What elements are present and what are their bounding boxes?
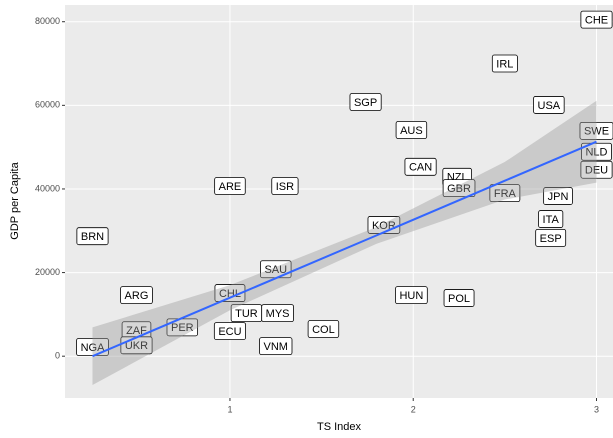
label-text: USA — [538, 100, 561, 112]
label-text: BRN — [81, 231, 104, 243]
label-box — [76, 227, 109, 246]
point-label: COL — [307, 320, 340, 338]
label-text: ISR — [276, 181, 294, 193]
label-box — [404, 157, 437, 176]
x-tick-label: 1 — [227, 404, 232, 414]
label-text: ECU — [218, 326, 241, 338]
label-text: COL — [312, 324, 335, 336]
point-label: ECU — [213, 322, 246, 341]
label-text: TUR — [235, 308, 258, 320]
point-label: HUN — [395, 286, 428, 305]
confidence-band — [92, 100, 597, 386]
label-text: SWE — [584, 126, 609, 138]
y-tick-label: 80000 — [35, 16, 60, 26]
point-label: NGA — [76, 338, 109, 356]
label-text: ITA — [543, 214, 560, 226]
label-box — [395, 121, 428, 139]
y-tick-label: 60000 — [35, 100, 60, 110]
label-box — [214, 284, 246, 302]
point-label: FRA — [489, 184, 521, 203]
label-text: CAN — [409, 162, 432, 174]
label-text: DEU — [585, 165, 608, 177]
point-label: ARG — [120, 286, 153, 305]
y-tick-label: 40000 — [35, 183, 60, 193]
label-box — [120, 286, 153, 305]
axes: 0 20000 40000 60000 80000 1 2 3 — [35, 16, 599, 414]
point-label: CAN — [404, 157, 437, 176]
label-text: SAU — [264, 264, 287, 276]
point-label: AUS — [395, 121, 428, 139]
point-label: MYS — [261, 304, 294, 323]
label-box — [533, 96, 565, 114]
point-label: ARE — [214, 177, 246, 195]
label-box — [579, 121, 613, 140]
label-text: UKR — [125, 340, 148, 352]
label-text: SGP — [354, 97, 377, 109]
point-label: DEU — [580, 160, 613, 179]
label-box — [261, 304, 294, 323]
point-label: CHL — [214, 284, 246, 302]
label-text: CHE — [585, 15, 608, 27]
label-text: NGA — [81, 342, 106, 354]
label-text: HUN — [399, 290, 423, 302]
label-box — [307, 320, 340, 338]
x-tick-label: 2 — [411, 404, 416, 414]
fit-line — [92, 140, 597, 358]
label-text: JPN — [548, 191, 569, 203]
x-axis-title: TS Index — [317, 421, 362, 433]
label-box — [580, 10, 613, 29]
point-label: ESP — [535, 228, 567, 247]
label-box — [214, 177, 246, 195]
label-box — [491, 54, 518, 73]
point-label: ITA — [538, 210, 564, 228]
label-text: MYS — [266, 308, 290, 320]
label-box — [259, 337, 293, 356]
y-axis-title: GDP per Capita — [9, 161, 21, 239]
point-label: NLD — [581, 142, 612, 161]
label-text: IRL — [496, 58, 513, 70]
point-label: CHE — [580, 10, 613, 29]
label-box — [213, 322, 246, 341]
label-text: VNM — [264, 341, 288, 353]
grid — [65, 5, 613, 398]
point-label: VNM — [259, 337, 293, 356]
label-box — [535, 228, 567, 247]
point-label: BRN — [76, 227, 109, 246]
label-box — [543, 187, 573, 205]
point-label: POL — [443, 289, 475, 307]
point-label: ISR — [271, 177, 299, 195]
point-label: SAU — [260, 260, 292, 279]
label-text: CHL — [219, 288, 241, 300]
label-text: GBR — [447, 183, 471, 195]
y-tick-label: 0 — [55, 351, 60, 361]
point-label: SWE — [579, 121, 613, 140]
y-tick-label: 20000 — [35, 267, 60, 277]
label-box — [489, 184, 521, 203]
label-text: NLD — [585, 147, 607, 159]
label-box — [349, 93, 382, 111]
label-text: ESP — [540, 233, 562, 245]
label-text: ARG — [125, 290, 149, 302]
point-label: TUR — [230, 304, 263, 323]
label-box — [443, 289, 475, 307]
label-box — [395, 286, 428, 305]
point-label: GBR — [442, 179, 476, 198]
label-text: POL — [448, 293, 470, 305]
point-label: USA — [533, 96, 565, 114]
point-label: JPN — [543, 187, 573, 205]
label-box — [581, 142, 612, 161]
label-box — [538, 210, 564, 228]
label-text: ARE — [219, 181, 242, 193]
label-box — [580, 160, 613, 179]
x-tick-label: 3 — [594, 404, 599, 414]
label-box — [442, 179, 476, 198]
label-text: FRA — [494, 188, 517, 200]
label-box — [271, 177, 299, 195]
point-label: SGP — [349, 93, 382, 111]
label-text: PER — [171, 322, 194, 334]
label-text: AUS — [400, 125, 423, 137]
point-label: IRL — [491, 54, 518, 73]
